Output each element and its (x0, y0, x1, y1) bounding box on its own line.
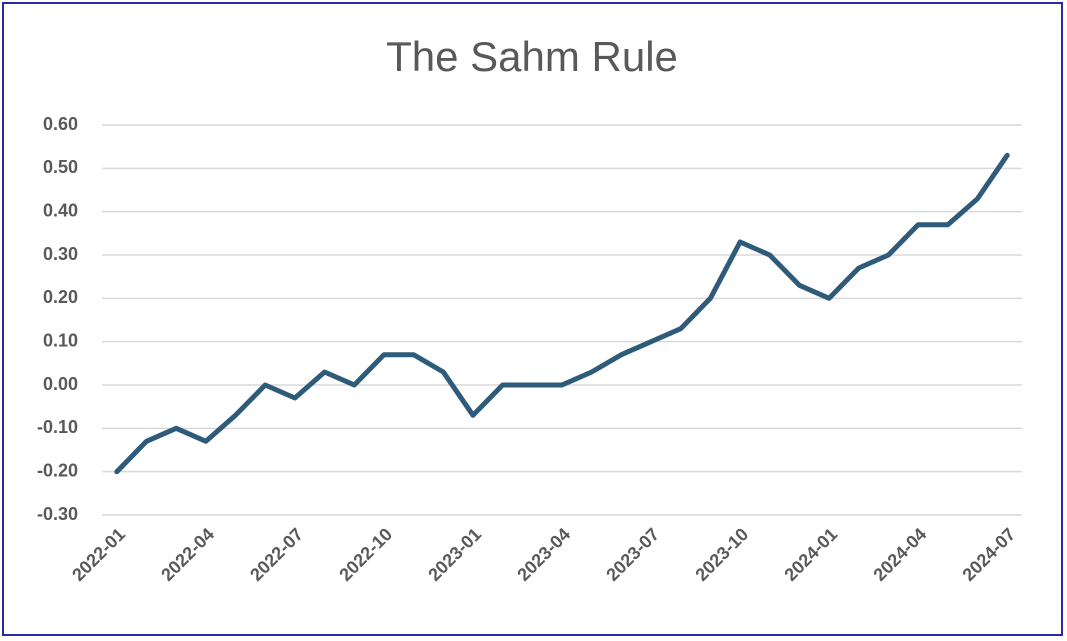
y-tick-label: 0.30 (43, 244, 78, 264)
y-tick-label: -0.10 (37, 417, 78, 437)
y-tick-label: 0.20 (43, 287, 78, 307)
y-tick-label: 0.10 (43, 330, 78, 350)
y-tick-label: -0.30 (37, 504, 78, 524)
series-line (114, 152, 1010, 475)
y-tick-label: -0.20 (37, 460, 78, 480)
chart-title: The Sahm Rule (386, 33, 678, 80)
y-tick-label: 0.60 (43, 114, 78, 134)
y-tick-label: 0.40 (43, 200, 78, 220)
y-tick-label: 0.00 (43, 374, 78, 394)
y-tick-label: 0.50 (43, 157, 78, 177)
